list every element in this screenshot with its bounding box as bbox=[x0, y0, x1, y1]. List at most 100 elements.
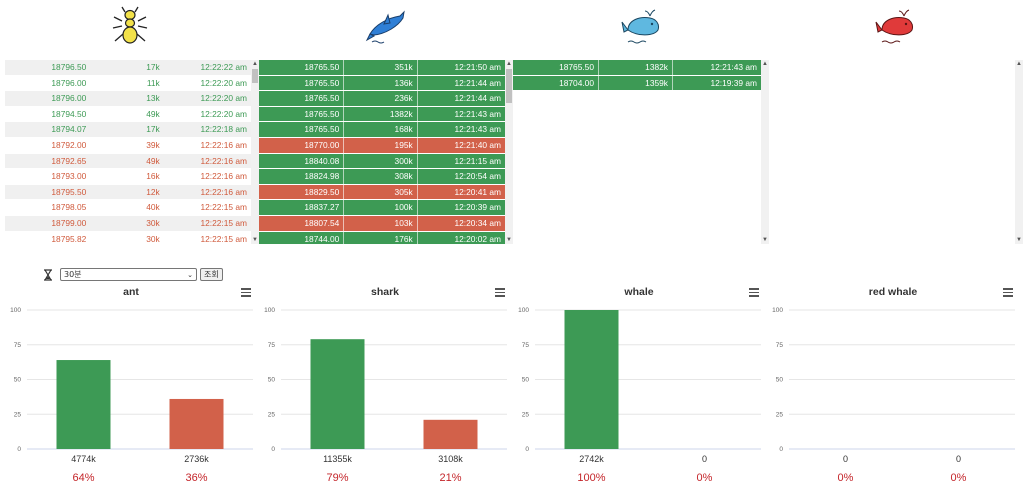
cell-time: 12:22:18 am bbox=[200, 124, 247, 135]
table-row: 18765.50 1382k 12:21:43 am bbox=[513, 60, 761, 76]
shark-trade-rows: 18765.50 351k 12:21:50 am 18765.50 136k 12:21… bbox=[259, 60, 505, 244]
table-row: 18765.50 351k 12:21:50 am bbox=[259, 60, 505, 76]
cell-volume: 351k bbox=[344, 60, 418, 75]
hamburger-menu-icon[interactable] bbox=[241, 288, 251, 297]
chart-red-whale: 0 25 50 75 100 0 0% 0 0% red whale bbox=[767, 284, 1019, 490]
scroll-down-arrow-icon[interactable]: ▼ bbox=[506, 237, 512, 243]
ant-table-scrollbar[interactable]: ▲ ▼ bbox=[251, 60, 259, 244]
chart-shark-plot: 0 25 50 75 100 11355k 79% 3108k 21% bbox=[264, 307, 507, 484]
cell-time: 12:21:50 am bbox=[454, 62, 501, 72]
red-whale-table-scrollbar[interactable]: ▲ ▼ bbox=[1015, 60, 1023, 244]
table-row: 18770.00 195k 12:21:40 am bbox=[259, 137, 505, 154]
scroll-up-arrow-icon[interactable]: ▲ bbox=[762, 61, 768, 67]
cell-time: 12:21:43 am bbox=[454, 108, 501, 119]
table-row: 18792.65 49k 12:22:16 am bbox=[5, 153, 251, 170]
cell-time: 12:21:43 am bbox=[454, 124, 501, 135]
chart-ant-title: ant bbox=[123, 286, 139, 298]
query-button[interactable]: 조회 bbox=[200, 268, 223, 281]
bar-volume-label: 3108k bbox=[438, 454, 463, 464]
shark-trade-table[interactable]: 18765.50 351k 12:21:50 am 18765.50 136k 12:21… bbox=[259, 60, 513, 244]
cell-time: 12:21:44 am bbox=[454, 77, 501, 88]
cell-price: 18704.00 bbox=[513, 75, 599, 91]
cell-price: 18792.00 bbox=[51, 139, 87, 150]
whale-table-scrollbar[interactable]: ▲ ▼ bbox=[761, 60, 769, 244]
y-tick-label: 25 bbox=[776, 411, 784, 418]
red-whale-trade-table[interactable]: ▲ ▼ bbox=[769, 60, 1023, 244]
y-tick-label: 0 bbox=[17, 446, 21, 453]
bar-percent-label: 36% bbox=[185, 472, 207, 484]
cell-time: 12:22:20 am bbox=[200, 93, 247, 104]
period-select[interactable]: 30분 ⌄ bbox=[60, 268, 197, 281]
hamburger-menu-icon[interactable] bbox=[1003, 288, 1013, 297]
cell-time: 12:19:39 am bbox=[710, 77, 757, 88]
cell-price: 18799.00 bbox=[51, 217, 87, 228]
cell-price: 18765.50 bbox=[259, 122, 345, 137]
cell-volume: 300k bbox=[344, 153, 418, 169]
hamburger-menu-icon[interactable] bbox=[495, 288, 505, 297]
cell-price: 18794.50 bbox=[51, 108, 87, 119]
period-select-value: 30분 bbox=[64, 270, 82, 279]
scroll-down-arrow-icon[interactable]: ▼ bbox=[762, 237, 768, 243]
y-tick-label: 100 bbox=[10, 307, 21, 314]
chart-whale-plot: 0 25 50 75 100 2742k 100% 0 0% bbox=[518, 307, 761, 484]
cell-time: 12:22:16 am bbox=[200, 171, 247, 182]
bar-volume-label: 11355k bbox=[323, 454, 352, 464]
hamburger-menu-icon[interactable] bbox=[749, 288, 759, 297]
y-tick-label: 75 bbox=[14, 342, 22, 349]
ant-icon bbox=[108, 4, 152, 48]
bar-volume-label: 4774k bbox=[71, 454, 96, 464]
table-row: 18765.50 1382k 12:21:43 am bbox=[259, 106, 505, 123]
red-whale-icon bbox=[874, 4, 918, 48]
bar-buy bbox=[56, 360, 111, 449]
bar-percent-label: 0% bbox=[951, 472, 967, 484]
cell-volume: 100k bbox=[344, 200, 418, 215]
cell-time: 12:22:16 am bbox=[200, 186, 247, 197]
period-controls: 30분 ⌄ 조회 bbox=[42, 267, 223, 282]
scroll-thumb[interactable] bbox=[252, 69, 258, 83]
cell-time: 12:21:44 am bbox=[454, 93, 501, 104]
cell-price: 18807.54 bbox=[259, 215, 345, 231]
scroll-down-arrow-icon[interactable]: ▼ bbox=[252, 237, 258, 243]
scroll-up-arrow-icon[interactable]: ▲ bbox=[506, 61, 512, 67]
table-row: 18744.00 176k 12:20:02 am bbox=[259, 231, 505, 244]
chart-whale: 0 25 50 75 100 2742k 100% 0 0% whale bbox=[513, 284, 765, 490]
cell-volume: 195k bbox=[344, 137, 418, 153]
table-row: 18799.00 30k 12:22:15 am bbox=[5, 215, 251, 232]
shark-table-scrollbar[interactable]: ▲ ▼ bbox=[505, 60, 513, 244]
scroll-thumb[interactable] bbox=[506, 69, 512, 103]
cell-volume: 13k bbox=[146, 93, 160, 104]
cell-time: 12:20:02 am bbox=[454, 233, 501, 244]
table-row: 18829.50 305k 12:20:41 am bbox=[259, 184, 505, 201]
cell-price: 18796.50 bbox=[51, 62, 87, 72]
whale-icon bbox=[620, 4, 664, 48]
table-row: 18796.00 13k 12:22:20 am bbox=[5, 91, 251, 107]
cell-price: 18744.00 bbox=[259, 231, 345, 244]
bar-volume-label: 2742k bbox=[579, 454, 604, 464]
cell-time: 12:22:15 am bbox=[200, 233, 247, 244]
table-row: 18765.50 136k 12:21:44 am bbox=[259, 75, 505, 92]
red-whale-trade-rows bbox=[769, 60, 1015, 244]
y-tick-label: 100 bbox=[772, 307, 783, 314]
cell-volume: 17k bbox=[146, 124, 160, 135]
chevron-down-icon: ⌄ bbox=[187, 270, 193, 279]
cell-time: 12:22:20 am bbox=[200, 77, 247, 88]
bar-volume-label: 0 bbox=[702, 454, 707, 464]
y-tick-label: 50 bbox=[268, 377, 276, 384]
shark-icon bbox=[364, 4, 408, 48]
scroll-up-arrow-icon[interactable]: ▲ bbox=[252, 61, 258, 67]
bar-percent-label: 0% bbox=[838, 472, 854, 484]
cell-price: 18840.08 bbox=[259, 153, 345, 169]
table-row: 18796.00 11k 12:22:20 am bbox=[5, 75, 251, 92]
cell-price: 18765.50 bbox=[513, 60, 599, 75]
cell-price: 18794.07 bbox=[51, 124, 87, 135]
cell-volume: 49k bbox=[146, 155, 160, 166]
scroll-down-arrow-icon[interactable]: ▼ bbox=[1016, 237, 1022, 243]
y-tick-label: 0 bbox=[779, 446, 783, 453]
scroll-up-arrow-icon[interactable]: ▲ bbox=[1016, 61, 1022, 67]
ant-trade-table[interactable]: 18796.50 17k 12:22:22 am 18796.00 11k 12:22:2… bbox=[5, 60, 259, 244]
cell-time: 12:21:40 am bbox=[454, 139, 501, 150]
whale-trade-table[interactable]: 18765.50 1382k 12:21:43 am 18704.00 1359k 12:… bbox=[513, 60, 769, 244]
table-row: 18807.54 103k 12:20:34 am bbox=[259, 215, 505, 232]
bar-volume-label: 0 bbox=[843, 454, 848, 464]
cell-time: 12:21:15 am bbox=[454, 155, 501, 166]
